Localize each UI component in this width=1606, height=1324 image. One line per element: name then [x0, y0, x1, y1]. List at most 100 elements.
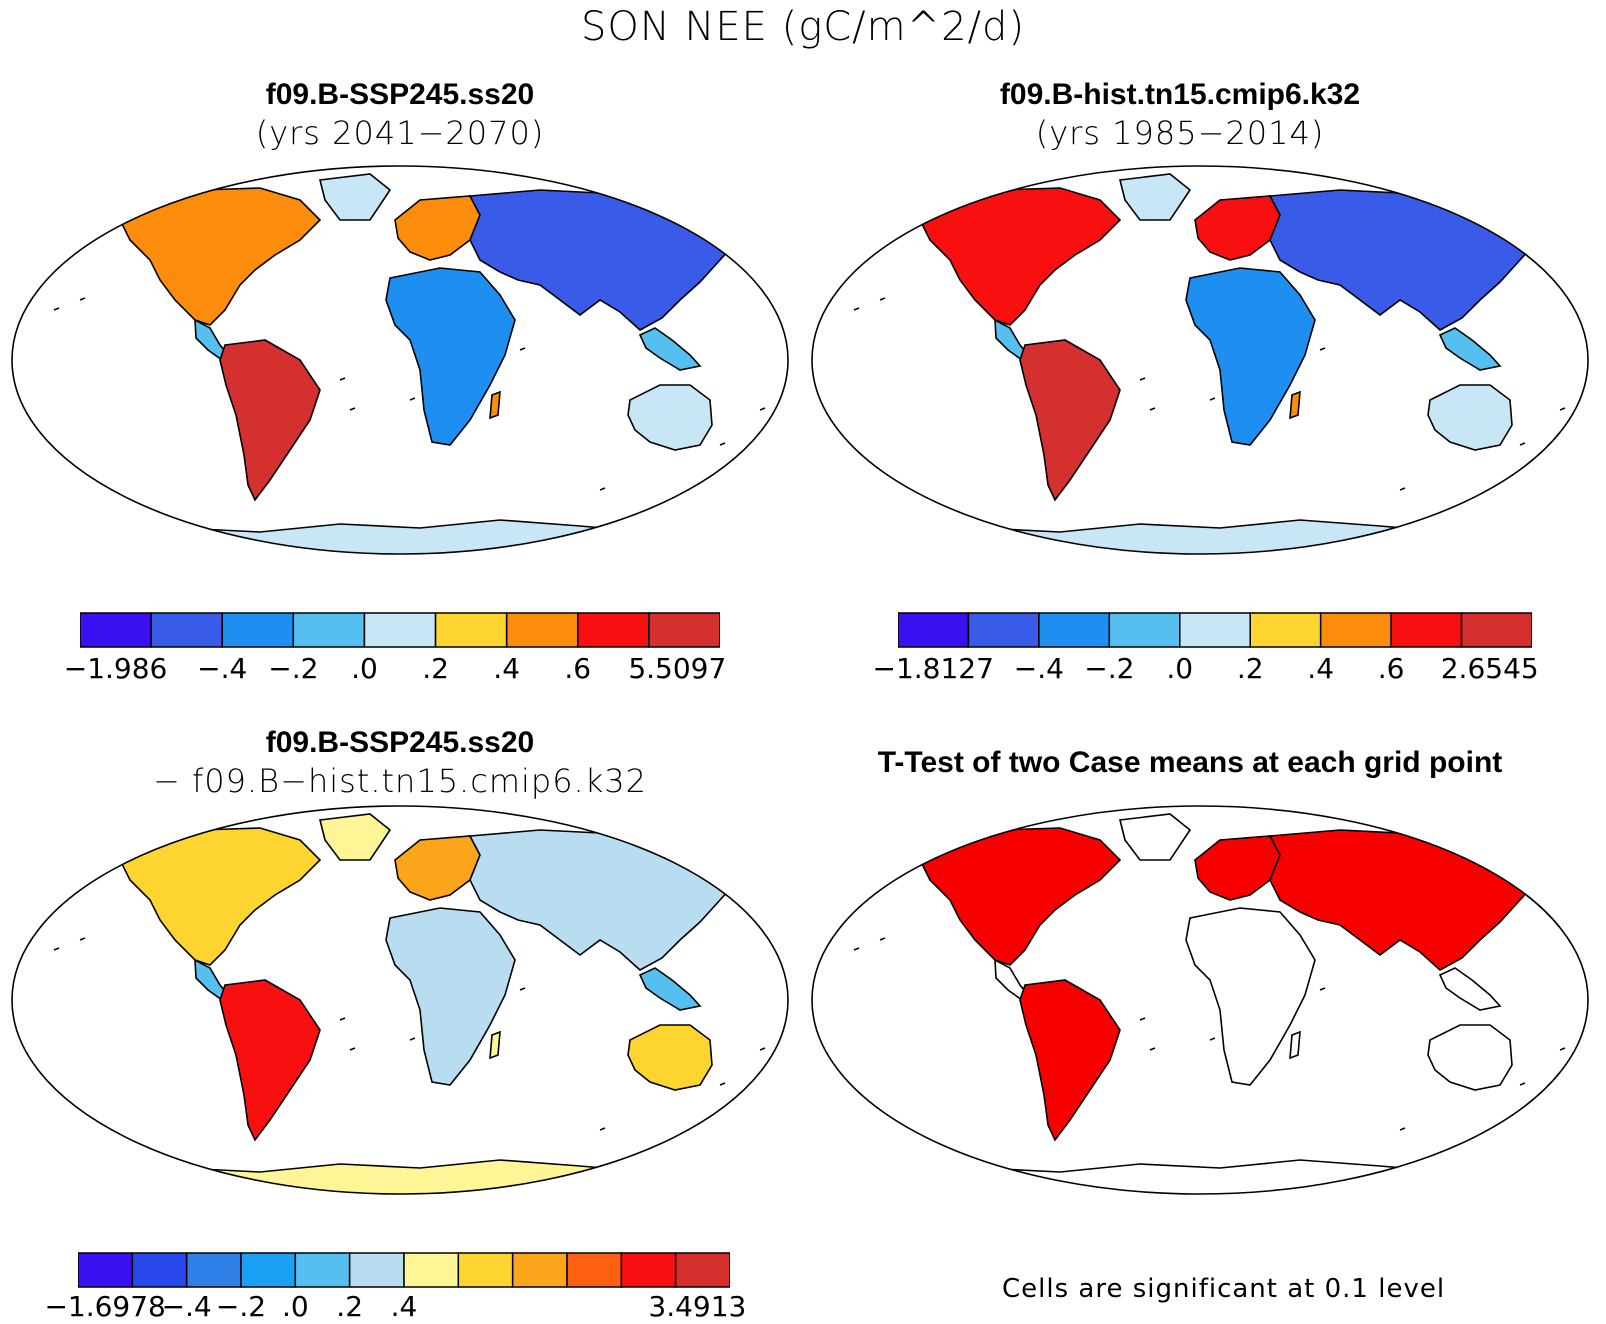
land-greenland: [319, 173, 392, 221]
land-australia: [1427, 1024, 1513, 1091]
panel3-title: f09.B-SSP245.ss20 − f09.B−hist.tn15.cmip…: [90, 724, 710, 800]
colorbar-tick-label: .2: [422, 652, 449, 685]
colorbar-tick-label: 5.5097: [628, 652, 727, 685]
colorbar-box: [240, 1252, 297, 1288]
colorbar-box: [1038, 612, 1111, 648]
colorbar-tick-label: .4: [493, 652, 521, 685]
panel3-diff-label: − f09.B−hist.tn15.cmip6.k32: [153, 762, 647, 800]
land-europe: [1194, 195, 1281, 261]
colorbar-panel1-labels: −1.986 −.4 −.2 .0 .2 .4 .6 5.5097: [64, 652, 727, 686]
colorbar-box: [150, 612, 223, 648]
map-panel3: [11, 805, 789, 1195]
map-panel1: [11, 165, 789, 555]
colorbar-tick-label: .0: [351, 652, 378, 685]
colorbar-tick-label: .4: [390, 1290, 418, 1323]
colorbar-tick-label: −.4: [197, 652, 248, 685]
land-madagascar: [1289, 1030, 1301, 1060]
panel4-title: T-Test of two Case means at each grid po…: [820, 744, 1560, 782]
land-greenland: [1119, 813, 1192, 861]
colorbar-tick-label: .6: [1377, 652, 1405, 685]
colorbar-box: [1179, 612, 1251, 648]
land-seAsia: [1438, 967, 1502, 1011]
colorbar-panel2: [898, 612, 1532, 648]
colorbar-tick-label: .0: [1166, 652, 1194, 685]
colorbar-tick-label: .0: [281, 1290, 309, 1323]
land-africa: [385, 907, 516, 1086]
panel4-ttest-title: T-Test of two Case means at each grid po…: [877, 746, 1503, 779]
colorbar-box: [363, 612, 437, 648]
colorbar-box: [511, 1252, 568, 1288]
colorbar-panel3: [78, 1252, 730, 1288]
colorbar-box: [457, 1252, 514, 1288]
land-madagascar: [1289, 390, 1301, 420]
land-seAsia: [638, 327, 702, 371]
land-australia: [627, 384, 713, 451]
land-madagascar: [489, 390, 501, 420]
significance-footnote: Cells are significant at 0.1 level: [1002, 1274, 1446, 1304]
colorbar-box: [403, 1252, 460, 1288]
panel1-years: (yrs 2041−2070): [255, 114, 545, 152]
land-northAmerica: [118, 187, 322, 326]
colorbar-box: [434, 612, 508, 648]
colorbar-box: [1390, 612, 1463, 648]
colorbar-box: [505, 612, 579, 648]
panel3-case: f09.B-SSP245.ss20: [265, 726, 535, 759]
colorbar-box: [566, 1252, 623, 1288]
panel1-case: f09.B-SSP245.ss20: [265, 78, 535, 111]
panel2-title: f09.B-hist.tn15.cmip6.k32 (yrs 1985−2014…: [880, 76, 1480, 152]
land-europe: [1194, 835, 1281, 901]
colorbar-panel3-labels: −1.6978 −.4 −.2 .0 .2 .4 3.4913: [44, 1290, 746, 1324]
colorbar-box: [292, 612, 366, 648]
land-europe: [394, 195, 481, 261]
land-greenland: [319, 813, 392, 861]
colorbar-tick-label: −.2: [1084, 652, 1135, 685]
colorbar-panel2-labels: −1.8127 −.4 −.2 .0 .2 .4 .6 2.6545: [873, 652, 1539, 686]
land-northAmerica: [918, 187, 1122, 326]
land-northAmerica: [118, 827, 322, 966]
land-greenland: [1119, 173, 1192, 221]
colorbar-tick-label: −.2: [268, 652, 319, 685]
colorbar-box: [620, 1252, 677, 1288]
land-southAmerica: [219, 339, 321, 502]
colorbar-box: [674, 1252, 730, 1288]
colorbar-tick-label: .2: [1236, 652, 1264, 685]
colorbar-box: [221, 612, 295, 648]
map-panel2: [811, 165, 1589, 555]
figure-title: SON NEE (gC/m^2/d): [580, 4, 1026, 50]
panel2-years: (yrs 1985−2014): [1035, 114, 1325, 152]
land-madagascar: [489, 1030, 501, 1060]
colorbar-box: [1319, 612, 1392, 648]
map-panel4: [811, 805, 1589, 1195]
land-southAmerica: [219, 979, 321, 1142]
colorbar-box: [1249, 612, 1322, 648]
colorbar-tick-label: −1.986: [63, 652, 168, 685]
colorbar-box: [1460, 612, 1532, 648]
colorbar-box: [1108, 612, 1181, 648]
panel1-title: f09.B-SSP245.ss20 (yrs 2041−2070): [100, 76, 700, 152]
colorbar-box: [648, 612, 720, 648]
colorbar-tick-label: .2: [336, 1290, 364, 1323]
colorbar-box: [78, 1252, 134, 1288]
land-africa: [1185, 907, 1316, 1086]
colorbar-tick-label: .6: [564, 652, 592, 685]
colorbar-tick-label: −.2: [215, 1290, 267, 1323]
panel2-case: f09.B-hist.tn15.cmip6.k32: [999, 78, 1361, 111]
colorbar-panel1: [80, 612, 720, 648]
colorbar-tick-label: 3.4913: [648, 1290, 747, 1323]
colorbar-box: [577, 612, 650, 648]
colorbar-box: [185, 1252, 242, 1288]
colorbar-box: [967, 612, 1040, 648]
land-southAmerica: [1019, 979, 1121, 1142]
colorbar-box: [348, 1252, 405, 1288]
land-europe: [394, 835, 481, 901]
land-africa: [385, 267, 516, 446]
land-seAsia: [638, 967, 702, 1011]
colorbar-box: [898, 612, 970, 648]
colorbar-tick-label: −1.6978: [44, 1290, 166, 1323]
colorbar-tick-label: −.4: [161, 1290, 212, 1323]
colorbar-tick-label: −1.8127: [872, 652, 994, 685]
colorbar-box: [131, 1252, 188, 1288]
land-seAsia: [1438, 327, 1502, 371]
land-australia: [1427, 384, 1513, 451]
land-southAmerica: [1019, 339, 1121, 502]
